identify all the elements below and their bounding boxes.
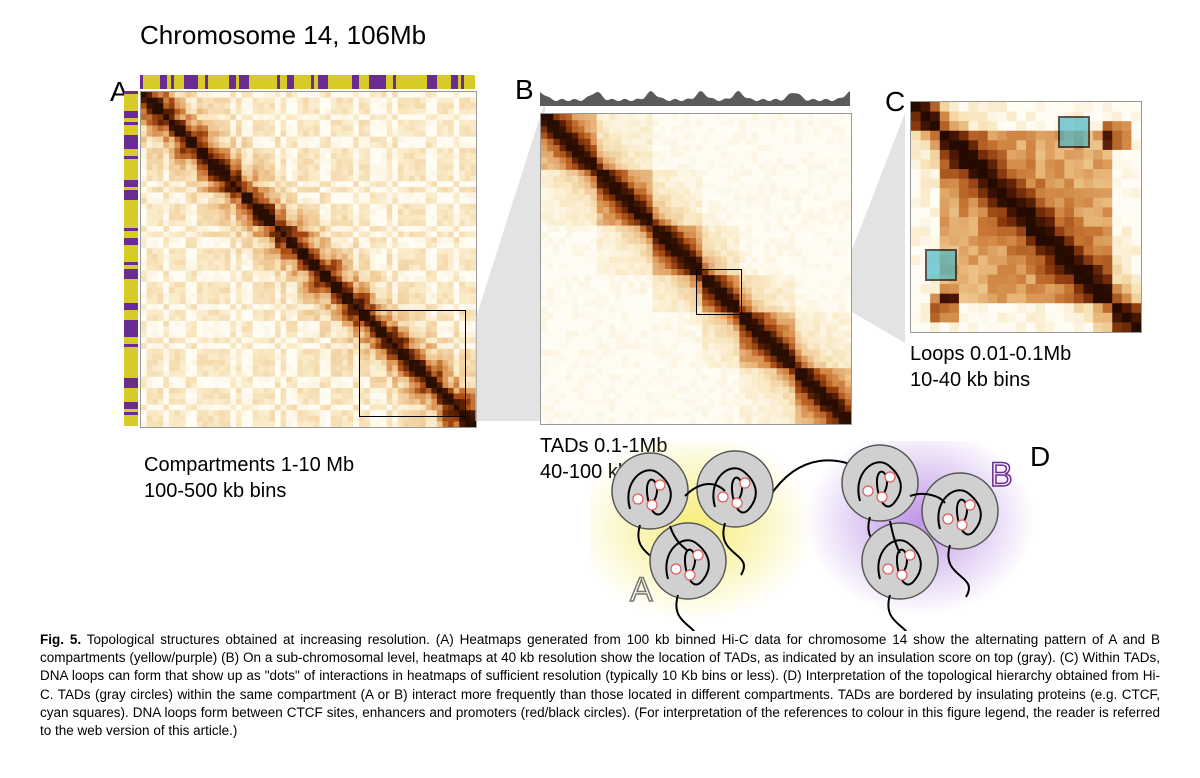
panel-a: A Compartments 1-10 Mb 100-500 kb bins <box>140 91 477 504</box>
heatmap-a-frame <box>140 91 477 428</box>
loop-dot-marker <box>925 249 957 281</box>
panel-c-caption-line1: Loops 0.01-0.1Mb <box>910 341 1142 367</box>
figure-title: Chromosome 14, 106Mb <box>140 20 1160 51</box>
panel-d-illustration: AB <box>590 441 1060 631</box>
zoom-box-b <box>696 269 742 315</box>
panel-c-label: C <box>885 86 905 118</box>
zoom-connector-b-to-c <box>845 113 905 393</box>
figure-caption-bold: Fig. 5. <box>40 632 81 647</box>
zoom-connector-a-to-b <box>475 101 545 421</box>
panel-d-label: D <box>1030 441 1050 473</box>
panel-a-caption-line1: Compartments 1-10 Mb <box>144 452 477 478</box>
figure-caption-text: Topological structures obtained at incre… <box>40 632 1160 738</box>
panel-b-label: B <box>515 74 534 106</box>
panel-c-caption: Loops 0.01-0.1Mb 10-40 kb bins <box>910 341 1142 393</box>
heatmap-b-frame <box>540 113 852 425</box>
insulation-score-track <box>540 86 850 108</box>
panel-c: C Loops 0.01-0.1Mb 10-40 kb bins <box>910 101 1142 393</box>
panel-a-caption: Compartments 1-10 Mb 100-500 kb bins <box>144 452 477 504</box>
compartment-track-top <box>140 75 475 89</box>
panel-a-caption-line2: 100-500 kb bins <box>144 478 477 504</box>
heatmap-c <box>911 102 1141 332</box>
compartment-track-left <box>124 91 138 426</box>
zoom-box-a <box>359 310 466 417</box>
figure-panels: A Compartments 1-10 Mb 100-500 kb bins B… <box>40 71 1160 621</box>
heatmap-c-frame <box>910 101 1142 333</box>
loop-dot-marker <box>1058 116 1090 148</box>
panel-d: D AB <box>590 441 1060 636</box>
panel-b: B TADs 0.1-1Mb 40-100 kb bins <box>540 86 852 485</box>
figure-caption: Fig. 5. Topological structures obtained … <box>40 631 1160 740</box>
panel-c-caption-line2: 10-40 kb bins <box>910 367 1142 393</box>
